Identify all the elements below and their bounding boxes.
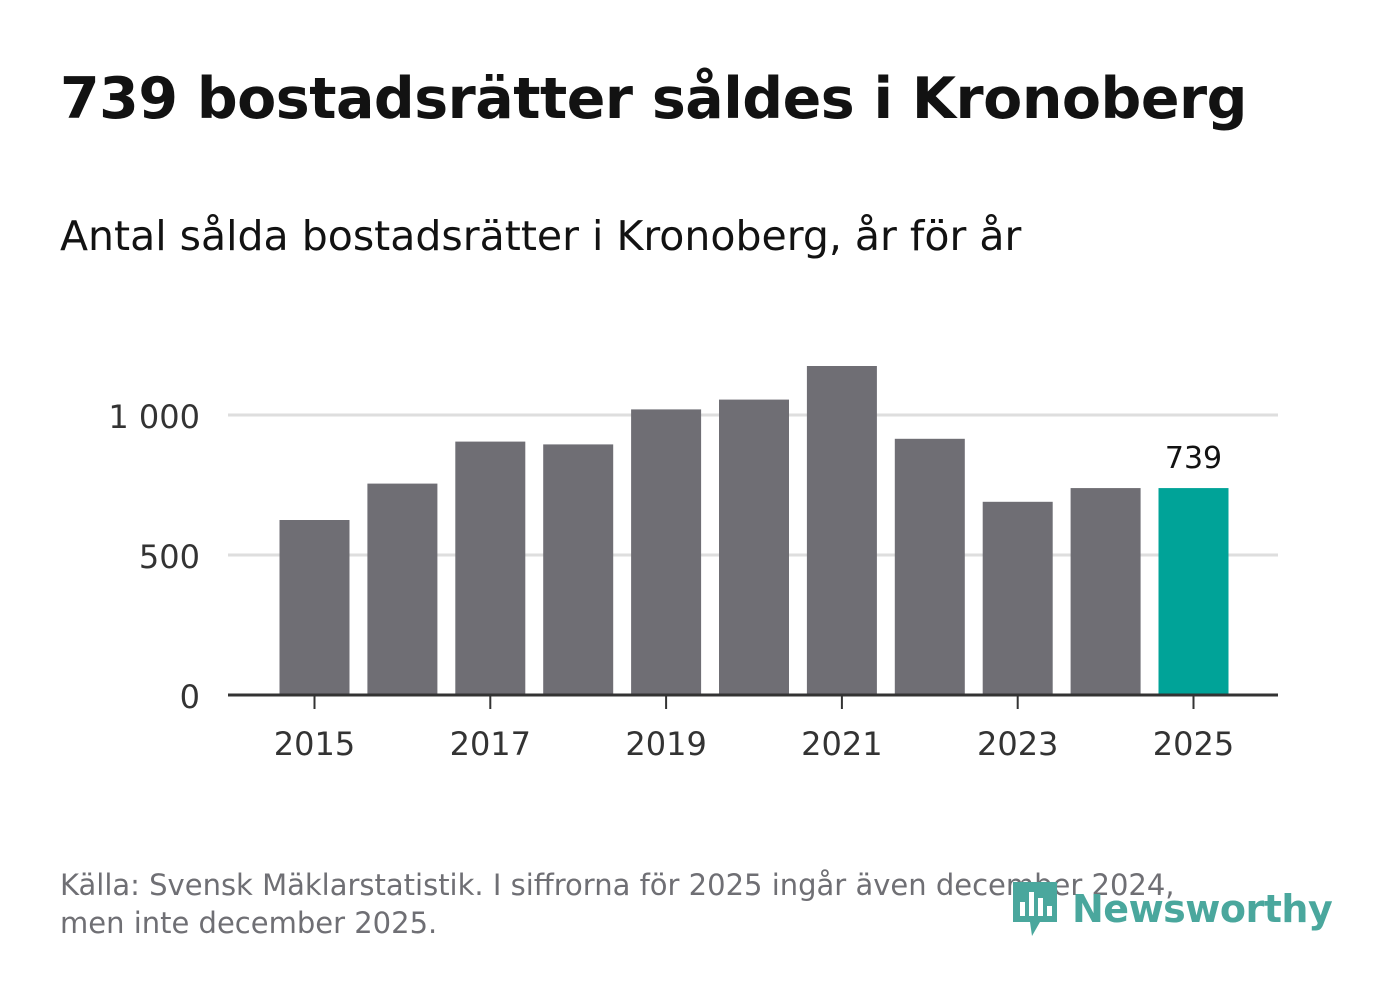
x-tick-label: 2019 (625, 725, 706, 763)
brand-logo: Newsworthy (1010, 878, 1333, 940)
bar-2021 (806, 366, 877, 695)
bar-2024 (1070, 488, 1141, 695)
brand-name: Newsworthy (1072, 887, 1333, 931)
bar-2019 (631, 409, 702, 695)
x-tick-label: 2023 (977, 725, 1058, 763)
bar-2015 (279, 520, 350, 695)
y-tick-label: 500 (139, 538, 200, 576)
newsworthy-logo-icon (1013, 882, 1057, 936)
bar-2022 (894, 438, 965, 695)
source-note: Källa: Svensk Mäklarstatistik. I siffror… (60, 866, 1290, 942)
x-tick-label: 2017 (450, 725, 531, 763)
bar-2020 (719, 399, 789, 695)
source-line-2: men inte december 2025. (60, 906, 438, 940)
x-tick-label: 2015 (274, 725, 355, 763)
x-tick-label: 2025 (1153, 725, 1234, 763)
data-label-2025: 739 (1165, 441, 1222, 476)
y-tick-label: 1 000 (108, 398, 200, 436)
bar-chart: 0 500 1 000 739 2015 2017 2019 2021 2023 2025 (108, 366, 1278, 763)
bar-2018 (543, 444, 614, 695)
y-tick-label: 0 (180, 678, 200, 716)
x-tick-label: 2021 (801, 725, 882, 763)
bar-2017 (455, 441, 526, 695)
chart-title: 739 bostadsrätter såldes i Kronoberg (60, 66, 1247, 132)
chart-subtitle: Antal sålda bostadsrätter i Kronoberg, å… (60, 212, 1022, 260)
bar-2016 (367, 483, 438, 695)
bar-2023 (982, 501, 1053, 695)
source-line-1: Källa: Svensk Mäklarstatistik. I siffror… (60, 868, 1175, 902)
bar-2025 (1158, 488, 1229, 695)
